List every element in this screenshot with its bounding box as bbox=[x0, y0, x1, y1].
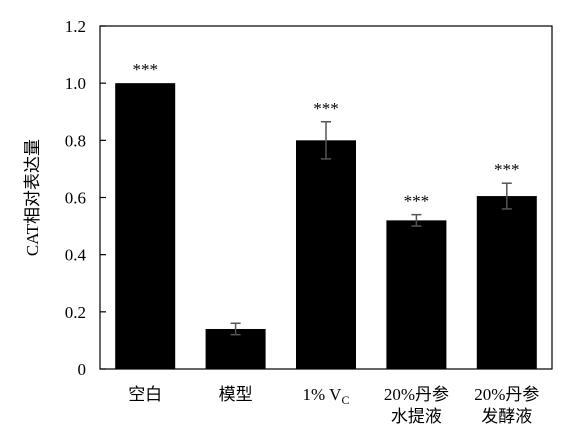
y-tick-label: 0.2 bbox=[65, 303, 86, 322]
bar bbox=[476, 196, 537, 369]
error-bar bbox=[230, 322, 241, 336]
bar bbox=[386, 220, 447, 369]
y-tick-label: 0.6 bbox=[65, 189, 86, 208]
error-bar bbox=[411, 213, 422, 227]
significance-label: *** bbox=[313, 99, 339, 118]
significance-label: *** bbox=[494, 160, 520, 179]
y-tick-label: 0 bbox=[78, 360, 87, 379]
x-tick-label: 空白 bbox=[128, 385, 162, 404]
x-tick-label: 模型 bbox=[219, 385, 253, 404]
x-tick-label: 水提液 bbox=[391, 407, 442, 426]
bar bbox=[115, 83, 176, 370]
y-tick-label: 1.2 bbox=[65, 17, 86, 36]
bar bbox=[296, 140, 356, 369]
significance-label: *** bbox=[404, 192, 430, 211]
x-tick-label: 20%丹参 bbox=[474, 385, 539, 404]
x-tick-label: 20%丹参 bbox=[384, 385, 449, 404]
error-bar bbox=[501, 182, 512, 210]
x-tick-label: 1% VC bbox=[303, 385, 350, 407]
x-tick-label: 发酵液 bbox=[481, 407, 532, 426]
y-axis-title: CAT相对表达量 bbox=[23, 139, 42, 256]
significance-label: *** bbox=[132, 60, 158, 79]
bar bbox=[205, 328, 266, 369]
y-tick-label: 0.8 bbox=[65, 131, 86, 150]
y-tick-label: 1.0 bbox=[65, 74, 86, 93]
y-tick-label: 0.4 bbox=[65, 246, 87, 265]
error-bar bbox=[321, 121, 331, 160]
